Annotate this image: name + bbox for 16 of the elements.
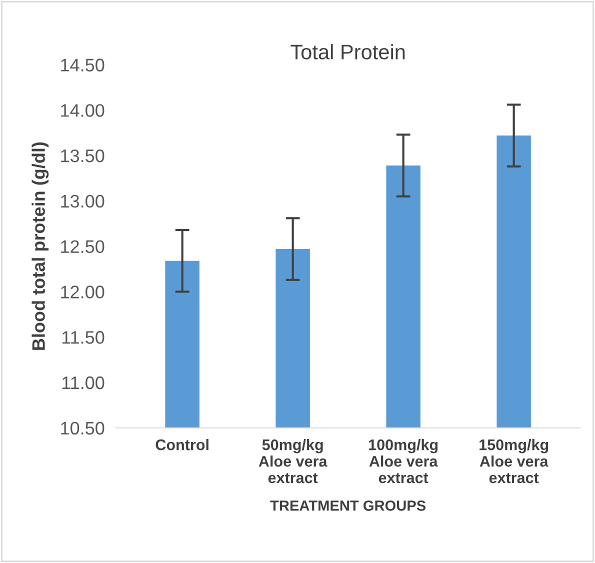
y-tick-label: 14.00: [61, 104, 104, 117]
x-axis-title: TREATMENT GROUPS: [270, 500, 426, 511]
x-tick-label: Control: [156, 438, 208, 450]
y-tick-label: 12.50: [61, 240, 104, 254]
y-tick-label: 14.50: [61, 58, 104, 72]
x-tick-label: 100mg/kg Aloe vera extract: [369, 438, 438, 484]
y-tick-label: 13.50: [61, 149, 104, 162]
y-tick-label: 11.50: [62, 331, 104, 344]
y-tick-label: 10.50: [61, 422, 104, 435]
x-tick-label: 50mg/kg Aloe vera extract: [258, 438, 328, 484]
y-tick-label: 11.00: [62, 376, 104, 390]
y-axis-title: Blood total protein (g/dl): [32, 142, 49, 350]
y-tick-label: 13.00: [61, 194, 104, 208]
chart-title: Total Protein: [290, 44, 405, 60]
x-tick-label: 150mg/kg Aloe vera extract: [480, 438, 548, 484]
y-tick-label: 12.00: [61, 286, 104, 298]
